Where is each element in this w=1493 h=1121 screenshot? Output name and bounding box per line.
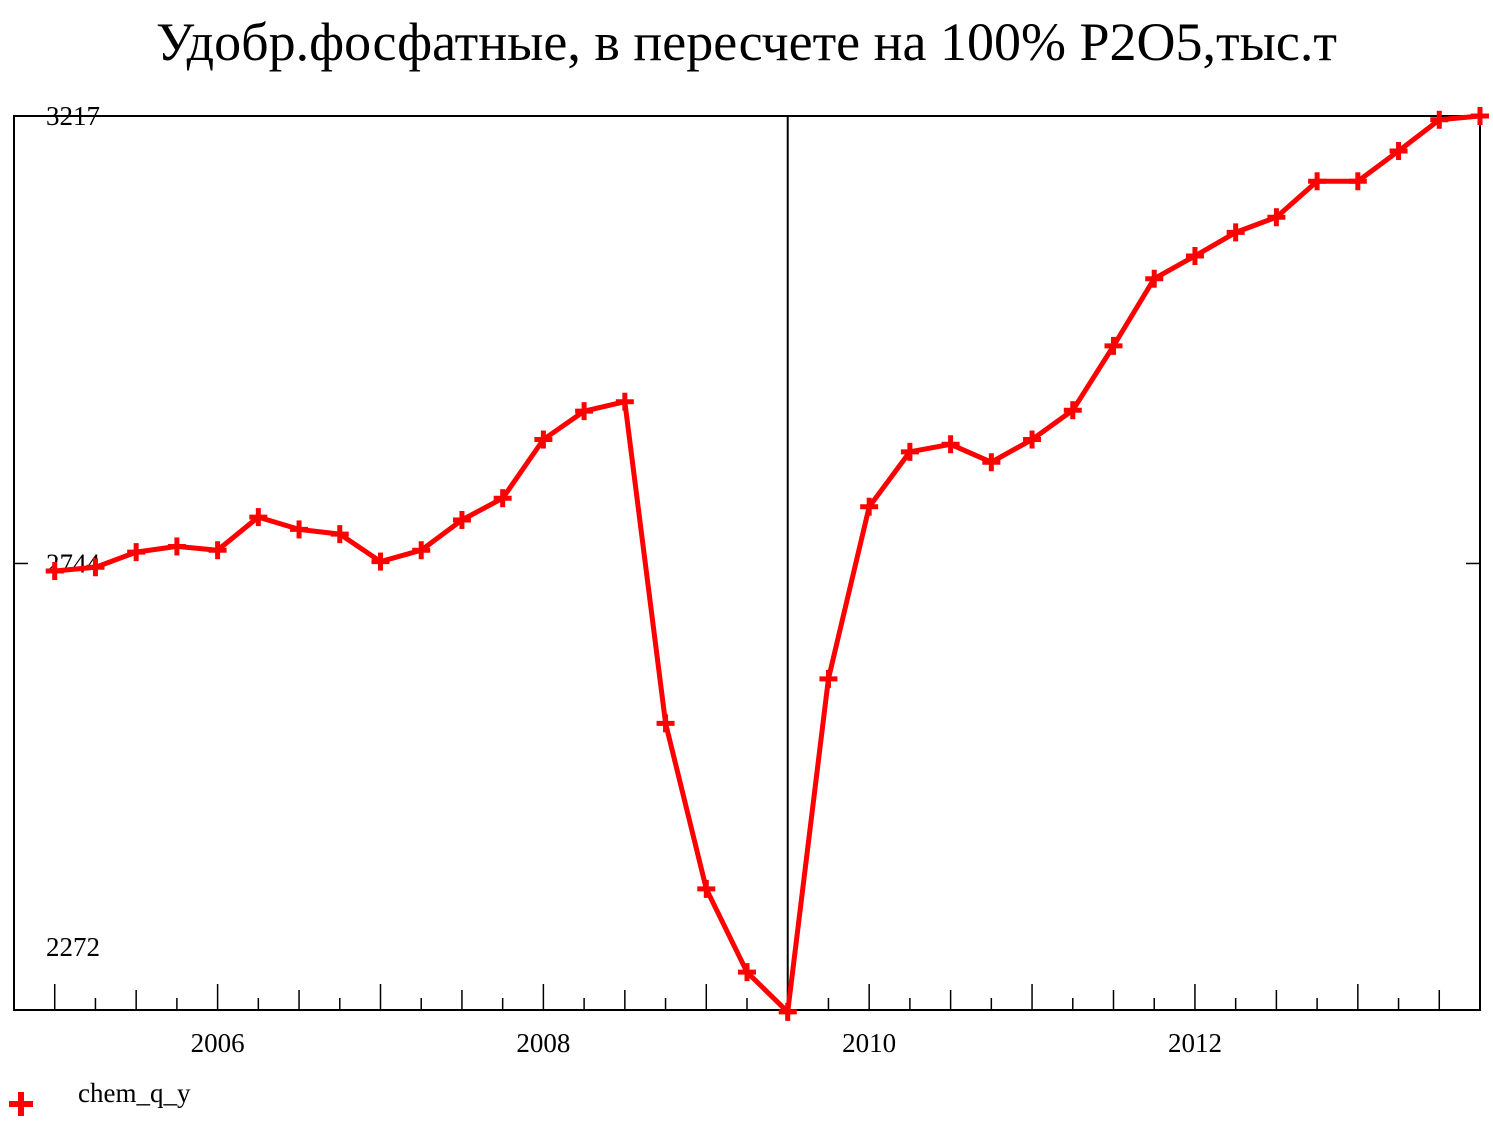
data-point-marker xyxy=(127,543,146,562)
data-point-marker xyxy=(1185,247,1204,266)
data-point-marker xyxy=(330,525,349,544)
data-point-marker xyxy=(1226,223,1245,242)
data-point-marker xyxy=(738,963,756,982)
data-point-marker xyxy=(860,497,879,516)
data-point-marker xyxy=(1145,269,1164,288)
data-point-marker xyxy=(575,402,594,421)
data-point-marker xyxy=(208,541,227,560)
data-point-marker xyxy=(534,430,553,449)
data-point-marker xyxy=(412,541,431,560)
data-point-marker xyxy=(1471,107,1489,125)
data-point-marker xyxy=(167,537,186,556)
y-tick-label: 2272 xyxy=(46,932,100,962)
data-point-marker xyxy=(900,442,919,461)
x-tick-label: 2008 xyxy=(516,1028,570,1058)
data-point-marker xyxy=(1267,208,1286,227)
legend-marker-chem_q_y xyxy=(9,1092,33,1116)
data-point-marker xyxy=(45,562,64,581)
x-tick-labels: 2006 2008 2010 2012 xyxy=(191,1028,1222,1058)
data-point-marker xyxy=(86,558,105,577)
data-point-marker xyxy=(493,489,512,508)
data-point-marker xyxy=(1104,336,1123,355)
series-line-chem_q_y xyxy=(54,113,1481,1015)
data-point-marker xyxy=(1348,172,1367,191)
legend-label: chem_q_y xyxy=(78,1078,191,1108)
chart-title: Удобр.фосфатные, в пересчете на 100% P2O… xyxy=(156,12,1337,72)
plot-frame xyxy=(13,115,1481,1011)
data-point-marker xyxy=(941,435,960,454)
data-point-marker xyxy=(615,392,634,411)
axis-ticks xyxy=(13,115,1481,1011)
data-point-marker xyxy=(819,669,838,688)
data-point-marker xyxy=(656,714,675,733)
y-tick-label: 3217 xyxy=(46,101,100,131)
data-point-marker xyxy=(249,508,268,527)
x-tick-label: 2012 xyxy=(1168,1028,1222,1058)
data-point-marker xyxy=(452,510,471,529)
data-point-marker xyxy=(1063,401,1082,420)
data-point-marker xyxy=(982,453,1001,472)
plot-area-border xyxy=(13,115,1481,1011)
data-point-marker xyxy=(371,552,390,571)
data-point-marker xyxy=(290,520,309,539)
data-point-marker xyxy=(1308,172,1327,191)
data-point-marker xyxy=(1430,110,1449,129)
data-point-marker xyxy=(697,879,716,898)
data-point-marker xyxy=(1389,142,1408,161)
x-tick-label: 2010 xyxy=(842,1028,896,1058)
x-tick-label: 2006 xyxy=(191,1028,245,1058)
series-group xyxy=(45,107,1489,1021)
data-point-marker xyxy=(1023,430,1042,449)
data-point-marker xyxy=(778,1002,797,1021)
legend: chem_q_y xyxy=(9,1078,191,1116)
